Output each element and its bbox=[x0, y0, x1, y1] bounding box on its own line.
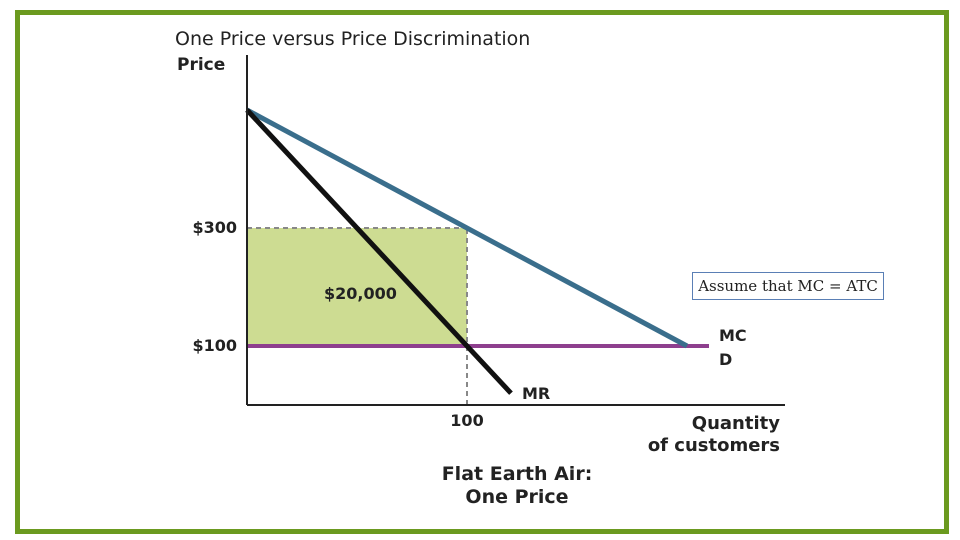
revenue-area-label: $20,000 bbox=[324, 284, 397, 303]
x-tick-label: 100 bbox=[450, 411, 483, 430]
assumption-note: Assume that MC = ATC bbox=[692, 272, 884, 300]
caption-line1: Flat Earth Air: bbox=[442, 463, 593, 485]
y-tick-label: $300 bbox=[192, 218, 237, 237]
mr-line bbox=[245, 108, 513, 395]
y-tick-label: $100 bbox=[192, 336, 237, 355]
x-axis-label-line2: of customers bbox=[648, 435, 780, 456]
demand-label: D bbox=[719, 350, 732, 369]
revenue-area bbox=[247, 228, 467, 346]
demand-line bbox=[245, 107, 689, 349]
caption-line2: One Price bbox=[465, 486, 568, 508]
y-axis-label: Price bbox=[177, 55, 225, 75]
x-axis-label-line1: Quantity bbox=[692, 413, 780, 434]
mr-label: MR bbox=[522, 384, 550, 403]
mc-label: MC bbox=[719, 326, 747, 345]
chart-title: One Price versus Price Discrimination bbox=[175, 28, 530, 50]
